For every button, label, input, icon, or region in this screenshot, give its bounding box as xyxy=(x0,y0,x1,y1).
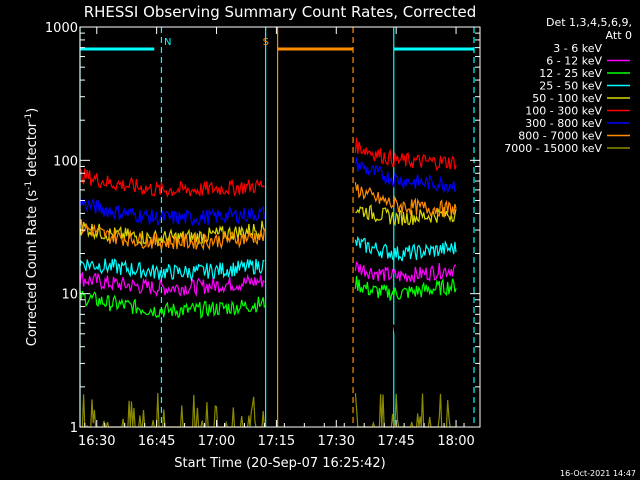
y-tick-label: 1000 xyxy=(45,21,78,36)
legend-header-line1: Det 1,3,4,5,6,9, xyxy=(546,16,632,29)
series-trace-7-segment-1 xyxy=(354,182,457,219)
x-axis-label: Start Time (20-Sep-07 16:25:42) xyxy=(174,456,385,471)
legend-entry-label: 7000 - 15000 keV xyxy=(504,142,602,155)
legend-entry-label: 12 - 25 keV xyxy=(539,67,602,80)
y-axis-label: Corrected Count Rate (s-1 detector-1) xyxy=(24,108,40,346)
y-tick-label: 100 xyxy=(53,154,78,169)
y-axis: 1 10 100 1000 xyxy=(45,21,480,436)
y-axis-label-end: ) xyxy=(25,108,40,113)
legend-entry-label: 100 - 300 keV xyxy=(525,105,602,118)
y-axis-label-main: Corrected Count Rate (s xyxy=(25,190,40,347)
x-axis: 16:30 16:45 17:00 17:15 17:30 17:45 18:00 xyxy=(78,27,475,449)
series-trace-7-segment-0 xyxy=(79,219,265,251)
series-trace-5-segment-1 xyxy=(354,137,457,172)
x-tick-label: 16:30 xyxy=(78,434,115,449)
legend-entry-label: 6 - 12 keV xyxy=(546,55,602,68)
legend-entry-label: 300 - 800 keV xyxy=(525,117,602,130)
y-tick-label: 1 xyxy=(70,421,78,436)
series-trace-2-segment-0 xyxy=(79,289,265,320)
series-trace-6-segment-0 xyxy=(79,198,265,227)
x-tick-label: 16:45 xyxy=(138,434,175,449)
series-trace-1-segment-1 xyxy=(354,260,456,283)
plot-frame xyxy=(79,26,481,428)
series-trace-6-segment-1 xyxy=(354,156,457,194)
y-axis-label-mid: detector xyxy=(25,121,40,181)
legend-entry-label: 25 - 50 keV xyxy=(539,80,602,93)
chart-title: RHESSI Observing Summary Count Rates, Co… xyxy=(84,3,477,21)
series-trace-5-segment-0 xyxy=(79,168,265,198)
legend-entry-label: 50 - 100 keV xyxy=(532,92,602,105)
footer-date: 16-Oct-2021 14:47 xyxy=(560,469,636,478)
x-tick-label: 17:00 xyxy=(198,434,235,449)
legend-entry-label: 800 - 7000 keV xyxy=(518,130,602,143)
series-trace-0-segment-0 xyxy=(79,319,265,354)
night-flag-label: N xyxy=(164,37,171,48)
series-trace-2-segment-1 xyxy=(354,276,457,301)
legend-entry-label: 3 - 6 keV xyxy=(553,42,602,55)
y-tick-label: 10 xyxy=(61,288,78,303)
x-tick-label: 17:15 xyxy=(258,434,295,449)
legend-header-line2: Att 0 xyxy=(606,29,632,42)
saa-flag-label: S xyxy=(263,37,269,48)
x-tick-label: 17:45 xyxy=(377,434,414,449)
series-trace-1-segment-0 xyxy=(79,271,265,298)
y-axis-label-exp1: -1 xyxy=(24,181,34,190)
y-axis-label-exp2: -1 xyxy=(24,113,34,122)
series-trace-3-segment-1 xyxy=(354,235,457,262)
series-trace-4-segment-0 xyxy=(79,220,265,247)
series-trace-0-segment-1 xyxy=(354,304,457,346)
series-trace-3-segment-0 xyxy=(79,258,265,283)
x-tick-label: 17:30 xyxy=(318,434,355,449)
x-tick-label: 18:00 xyxy=(437,434,474,449)
